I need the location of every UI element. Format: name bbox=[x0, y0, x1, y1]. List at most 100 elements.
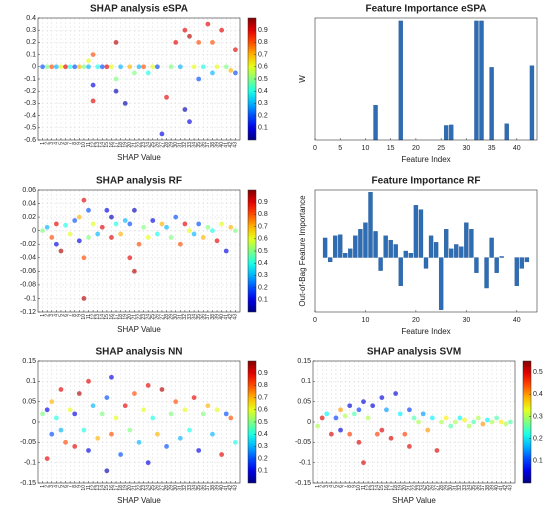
point bbox=[498, 419, 504, 425]
y-tick-label: 0 bbox=[32, 64, 36, 71]
plot-frame bbox=[312, 360, 516, 484]
x-axis-label: Feature Index bbox=[401, 155, 450, 164]
x-tick-label: 12 bbox=[365, 485, 371, 491]
x-tick-label: 36 bbox=[201, 485, 207, 491]
x-tick-label: 4 bbox=[54, 142, 60, 145]
point bbox=[200, 235, 206, 240]
point bbox=[150, 64, 156, 70]
x-tick-label: 2 bbox=[45, 314, 51, 317]
x-tick-label: 22 bbox=[136, 485, 142, 491]
point bbox=[44, 407, 50, 413]
point bbox=[109, 235, 114, 240]
x-tick-label: 14 bbox=[100, 485, 106, 491]
x-tick-label: 16 bbox=[109, 142, 115, 148]
x-tick-label: 34 bbox=[191, 314, 197, 320]
x-tick-label: 33 bbox=[187, 485, 193, 491]
x-tick-label: 1 bbox=[40, 142, 46, 145]
x-tick-label: 30 bbox=[462, 145, 470, 152]
colorbar-tick-label: 0.2 bbox=[533, 435, 543, 442]
x-tick-label: 26 bbox=[430, 485, 436, 491]
x-tick-label: 6 bbox=[63, 314, 69, 317]
point bbox=[58, 387, 64, 392]
point bbox=[416, 419, 421, 425]
chart-title: Feature Importance eSPA bbox=[366, 4, 487, 15]
point bbox=[397, 411, 403, 417]
x-tick-label: 5 bbox=[333, 485, 339, 488]
point bbox=[219, 221, 225, 227]
x-tick-label: 23 bbox=[141, 485, 147, 491]
x-tick-label: 19 bbox=[123, 485, 129, 491]
x-tick-label: 8 bbox=[347, 485, 353, 488]
x-axis-label: SHAP Value bbox=[117, 153, 161, 162]
x-tick-label: 11 bbox=[86, 314, 92, 319]
colorbar-tick-label: 0.7 bbox=[258, 223, 268, 230]
point bbox=[338, 427, 343, 433]
point bbox=[356, 439, 362, 445]
point bbox=[374, 431, 380, 437]
x-tick-label: 1 bbox=[40, 314, 46, 317]
point bbox=[63, 222, 68, 228]
point bbox=[118, 64, 124, 70]
x-tick-label: 6 bbox=[63, 485, 69, 488]
point bbox=[379, 395, 385, 400]
point bbox=[81, 427, 87, 433]
x-tick-label: 38 bbox=[485, 485, 491, 491]
x-tick-label: 40 bbox=[494, 485, 500, 491]
x-tick-label: 30 bbox=[173, 485, 179, 491]
x-tick-label: 15 bbox=[387, 145, 395, 152]
bar bbox=[393, 244, 398, 258]
point bbox=[187, 33, 192, 39]
y-tick-label: -0.02 bbox=[20, 241, 36, 248]
x-tick-label: 38 bbox=[210, 314, 216, 320]
x-tick-label: 19 bbox=[398, 485, 404, 491]
x-tick-label: 7 bbox=[67, 485, 73, 488]
x-tick-label: 40 bbox=[219, 142, 225, 148]
point bbox=[475, 415, 481, 421]
y-tick-label: 0.2 bbox=[26, 39, 36, 46]
bar bbox=[489, 67, 494, 141]
bar bbox=[383, 235, 388, 258]
point bbox=[113, 76, 119, 82]
colorbar-tick-label: 0.6 bbox=[258, 64, 268, 71]
x-tick-label: 41 bbox=[224, 485, 230, 491]
bar bbox=[433, 242, 439, 258]
x-tick-label: 35 bbox=[196, 142, 202, 148]
colorbar-tick-label: 0.9 bbox=[258, 370, 268, 377]
x-tick-label: 10 bbox=[81, 142, 87, 148]
point bbox=[154, 431, 160, 437]
bar bbox=[494, 257, 499, 273]
point bbox=[127, 221, 133, 227]
point bbox=[164, 444, 169, 449]
x-tick-label: 7 bbox=[67, 314, 73, 317]
point bbox=[457, 415, 463, 421]
point bbox=[118, 231, 124, 237]
bar bbox=[358, 229, 363, 258]
x-tick-label: 17 bbox=[113, 485, 119, 491]
x-tick-label: 37 bbox=[205, 485, 211, 491]
x-tick-label: 21 bbox=[132, 314, 138, 320]
point bbox=[489, 419, 495, 425]
point bbox=[384, 407, 389, 413]
x-tick-label: 7 bbox=[342, 485, 348, 488]
point bbox=[200, 64, 206, 70]
point bbox=[86, 207, 91, 213]
x-axis-label: SHAP Value bbox=[117, 496, 161, 505]
x-tick-label: 23 bbox=[141, 142, 147, 148]
x-tick-label: 34 bbox=[191, 142, 197, 148]
x-tick-label: 43 bbox=[233, 485, 239, 491]
point bbox=[205, 21, 211, 27]
colorbar-tick-label: 0.2 bbox=[258, 284, 268, 291]
point bbox=[49, 431, 55, 437]
y-axis-label: Out-of-Bag Feature Importance bbox=[298, 195, 307, 307]
x-tick-label: 17 bbox=[113, 142, 119, 148]
colorbar bbox=[522, 360, 532, 484]
x-tick-label: 18 bbox=[118, 314, 124, 320]
bar bbox=[322, 237, 328, 258]
chart-title: SHAP analysis NN bbox=[95, 347, 182, 358]
x-tick-label: 31 bbox=[178, 314, 184, 320]
x-tick-label: 2 bbox=[45, 485, 51, 488]
chart-title: SHAP analysis eSPA bbox=[90, 4, 188, 15]
x-tick-label: 6 bbox=[63, 142, 69, 145]
point bbox=[132, 207, 137, 213]
point bbox=[40, 64, 45, 70]
